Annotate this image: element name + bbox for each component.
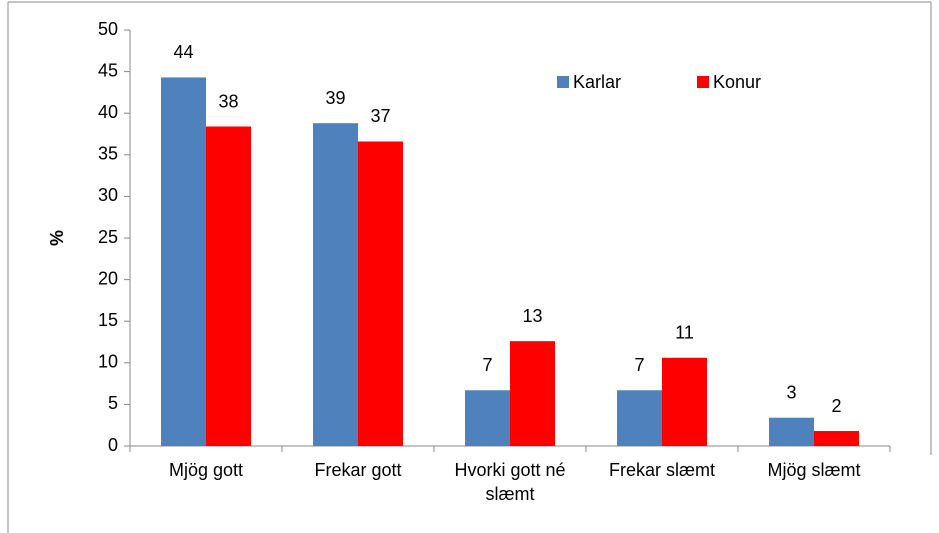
- y-tick-label: 40: [98, 102, 118, 122]
- data-label: 7: [634, 355, 644, 375]
- bar: [206, 126, 251, 447]
- bar: [161, 77, 206, 446]
- bar: [358, 141, 403, 446]
- data-label: 44: [173, 42, 193, 62]
- y-axis-label: %: [47, 230, 67, 246]
- y-tick-label: 50: [98, 19, 118, 39]
- x-tick-label: Mjög gott: [168, 460, 244, 480]
- x-tick-label: Hvorki gott né slæmt: [454, 460, 566, 504]
- y-tick-label: 15: [98, 310, 118, 330]
- x-tick-label: Frekar slæmt: [608, 460, 715, 480]
- bar: [617, 390, 662, 446]
- data-label: 37: [370, 106, 390, 126]
- bar: [465, 390, 510, 446]
- y-tick-label: 30: [98, 185, 118, 205]
- data-label: 38: [218, 91, 238, 111]
- data-label: 13: [522, 306, 542, 326]
- data-label: 11: [675, 323, 694, 343]
- x-tick-label: Frekar gott: [314, 460, 402, 480]
- y-tick-label: 0: [108, 435, 118, 455]
- data-label: 39: [325, 88, 345, 108]
- y-tick-label: 25: [98, 227, 118, 247]
- y-tick-label: 10: [98, 352, 118, 372]
- y-tick-label: 35: [98, 144, 118, 164]
- y-tick-label: 45: [98, 60, 118, 80]
- x-tick-label: Mjög slæmt: [767, 460, 861, 480]
- y-tick-label: 5: [108, 393, 118, 413]
- legend-label: Konur: [713, 72, 761, 92]
- data-label: 7: [482, 355, 492, 375]
- bar: [814, 431, 859, 446]
- bar: [510, 341, 555, 446]
- bar: [769, 417, 814, 446]
- legend-swatch: [697, 76, 709, 88]
- data-label: 3: [786, 382, 796, 402]
- legend-label: Karlar: [573, 72, 621, 92]
- y-tick-label: 20: [98, 268, 118, 288]
- data-label: 2: [831, 396, 841, 416]
- legend-swatch: [557, 76, 569, 88]
- bar: [313, 123, 358, 447]
- bar: [662, 357, 707, 446]
